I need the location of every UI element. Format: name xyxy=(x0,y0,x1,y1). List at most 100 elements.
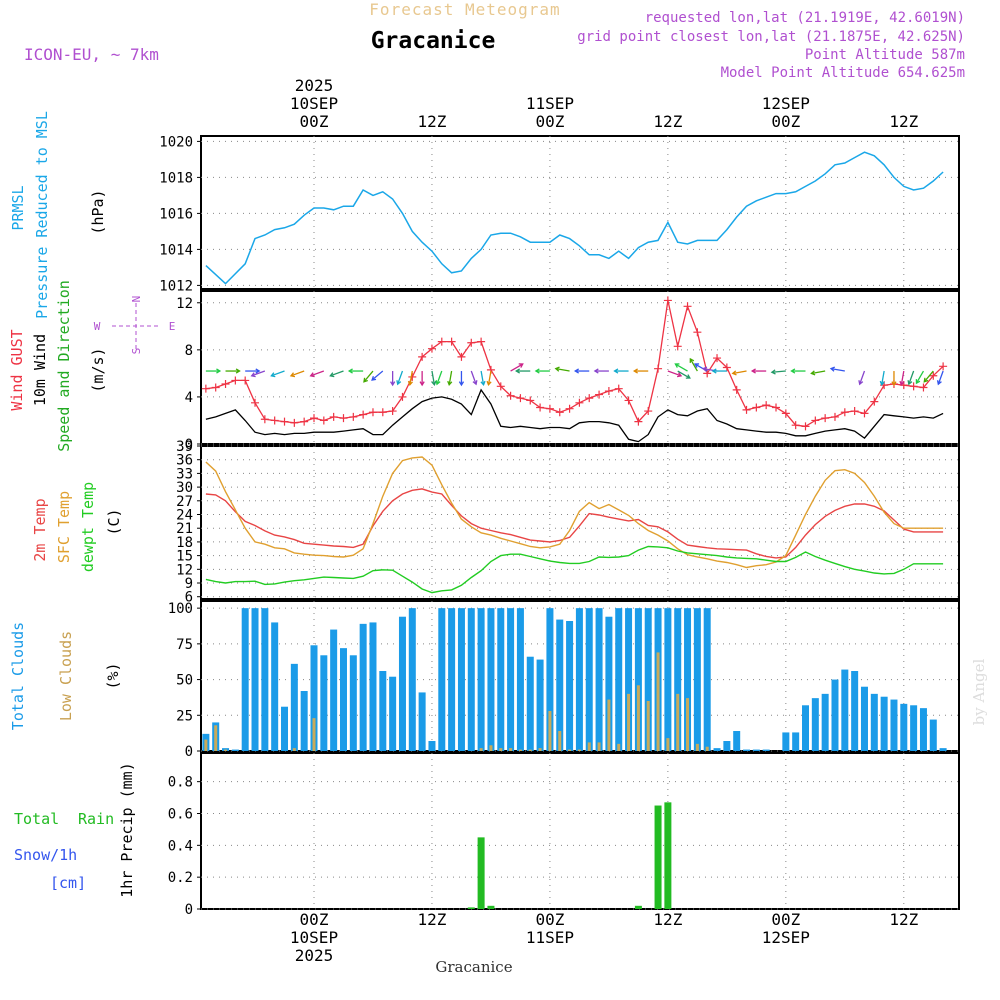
total-cloud-bar xyxy=(428,741,436,751)
y-tick-label: 9 xyxy=(185,576,193,592)
panel-frame xyxy=(200,445,960,600)
total-cloud-bar xyxy=(841,669,849,751)
total-cloud-bar xyxy=(477,608,485,751)
wind-direction-arrow xyxy=(330,370,344,377)
total-cloud-bar xyxy=(339,648,347,751)
wind-direction-arrow xyxy=(371,370,384,381)
wind-arrow-head xyxy=(731,370,737,376)
wind-arrow-head xyxy=(829,366,835,372)
total-cloud-bar xyxy=(605,616,613,751)
gust-marker xyxy=(830,412,839,421)
wind-arrow-head xyxy=(431,380,437,387)
rain-bar xyxy=(634,905,642,909)
low-cloud-bar xyxy=(686,698,690,751)
total-cloud-bar xyxy=(516,608,524,751)
wind-gust-label: Wind GUST xyxy=(8,329,26,410)
total-cloud-bar xyxy=(369,622,377,751)
wind-direction-arrow xyxy=(555,367,570,372)
precip-panel xyxy=(467,802,672,909)
gust-marker xyxy=(821,414,830,423)
wind-arrow-head xyxy=(371,376,377,381)
total-cloud-bar xyxy=(497,608,505,751)
panel-frame xyxy=(200,752,960,910)
pressure-label-2: Pressure Reduced to MSL xyxy=(33,111,51,319)
wind-arrow-head xyxy=(329,372,335,378)
total-cloud-bar xyxy=(684,608,692,751)
total-cloud-bar xyxy=(290,663,298,751)
total-cloud-bar xyxy=(802,705,809,751)
wind-direction-arrow xyxy=(397,370,404,385)
gust-marker xyxy=(732,385,741,394)
total-cloud-bar xyxy=(467,608,475,751)
wind-arrow-head xyxy=(936,380,942,386)
total-cloud-bar xyxy=(792,732,800,751)
wind-direction-arrow xyxy=(290,370,305,377)
temperature-panel xyxy=(205,456,944,594)
gust-marker xyxy=(595,390,604,399)
wind-speed-dir-label: Speed and Direction xyxy=(55,280,73,452)
gust-marker xyxy=(477,337,486,346)
wind-arrow-head xyxy=(923,377,929,383)
gust-marker xyxy=(270,416,279,425)
gust-marker xyxy=(241,376,250,385)
y-tick-label: 100 xyxy=(168,601,193,617)
total-cloud-bar xyxy=(919,708,927,751)
y-tick-label: 4 xyxy=(185,390,193,406)
total-cloud-bar xyxy=(251,608,259,751)
wind-direction-arrow xyxy=(811,370,826,375)
wind-direction-arrow xyxy=(409,370,413,385)
gust-marker xyxy=(427,344,436,353)
gust-marker xyxy=(742,405,751,414)
wind-direction-arrow xyxy=(667,370,682,377)
low-cloud-bar xyxy=(666,738,670,751)
panel-frames xyxy=(200,135,960,910)
wind-direction-arrow xyxy=(251,370,266,377)
total-cloud-bar xyxy=(448,608,456,751)
temp-2m-line xyxy=(205,488,944,559)
gust-marker xyxy=(673,342,682,351)
total-cloud-bar xyxy=(310,645,318,751)
temp-sfc-line xyxy=(205,456,944,569)
gust-marker xyxy=(644,407,653,416)
pressure-line xyxy=(205,151,944,285)
wind-direction-arrow xyxy=(900,370,905,385)
gust-marker xyxy=(418,352,427,361)
wind-arrow-head xyxy=(899,380,905,387)
wind-arrow-head xyxy=(891,381,897,387)
clouds-panel xyxy=(202,608,947,751)
gust-marker xyxy=(850,407,859,416)
low-cloud-bar xyxy=(617,743,621,751)
panel-frame xyxy=(200,135,960,290)
wind-direction-arrow xyxy=(363,370,374,383)
wind-direction-arrow xyxy=(510,363,524,372)
y-tick-label: 0.4 xyxy=(168,838,193,854)
wind-arrow-head xyxy=(270,372,276,378)
total-cloud-bar xyxy=(811,698,819,751)
gust-marker xyxy=(221,379,230,388)
total-cloud-bar xyxy=(271,622,279,751)
gust-marker xyxy=(604,387,613,396)
time-tick-label: 10SEP xyxy=(290,928,338,947)
y-tick-label: 0 xyxy=(185,744,193,760)
wind-arrow-head xyxy=(693,363,700,368)
gust-marker xyxy=(772,403,781,412)
y-tick-label: 0 xyxy=(185,437,193,453)
y-tick-label: 8 xyxy=(185,343,193,359)
total-cloud-bar xyxy=(664,608,672,751)
precip-unit: 1hr Precip (mm) xyxy=(118,762,136,897)
y-tick-label: 12 xyxy=(176,562,193,578)
gust-marker xyxy=(447,337,456,346)
total-cloud-bar xyxy=(566,621,574,751)
total-cloud-bar xyxy=(300,691,308,751)
grid-lines xyxy=(197,136,959,910)
y-tick-label: 39 xyxy=(176,439,193,455)
wind-10m-label: 10m Wind xyxy=(31,334,49,406)
y-tick-label: 18 xyxy=(176,535,193,551)
total-cloud-bar xyxy=(389,676,397,751)
low-cloud-bar xyxy=(636,685,640,751)
total-cloud-bar xyxy=(556,619,564,751)
gust-marker xyxy=(722,363,731,372)
total-cloud-bar xyxy=(870,693,878,751)
wind-direction-arrow xyxy=(470,370,477,385)
total-cloud-bar xyxy=(330,629,338,751)
